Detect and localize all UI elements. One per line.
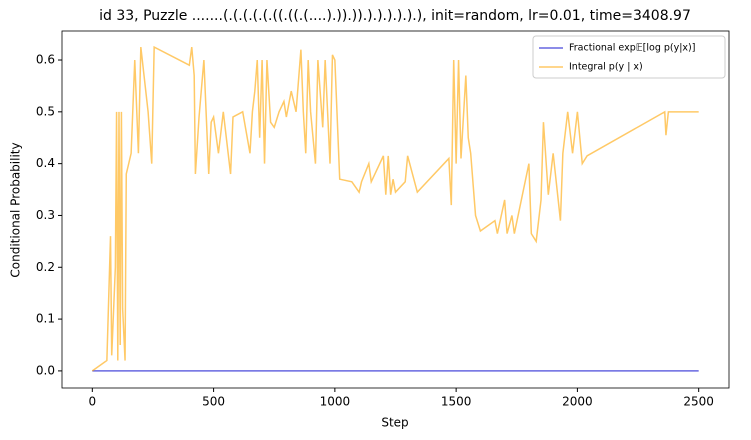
y-tick-label: 0.1 xyxy=(36,312,55,326)
x-tick-label: 1500 xyxy=(441,395,472,409)
y-tick-label: 0.3 xyxy=(36,208,55,222)
x-tick-label: 500 xyxy=(202,395,225,409)
series-line xyxy=(91,45,699,372)
legend: Fractional exp𝔼[log p(y|x)] Integral p(y … xyxy=(532,35,726,79)
legend-label: Integral p(y | x) xyxy=(569,62,643,73)
x-axis-label: Step xyxy=(381,416,408,430)
y-tick-label: 0.2 xyxy=(36,260,55,274)
chart-title: id 33, Puzzle .......(.(.(.(.(.((.((.(..… xyxy=(99,8,691,24)
y-axis-label: Conditional Probability xyxy=(9,142,23,277)
y-tick-label: 0.5 xyxy=(36,104,55,118)
plot-frame xyxy=(61,30,730,389)
x-tick-label: 2500 xyxy=(683,395,714,409)
legend-box xyxy=(532,35,726,79)
x-tick-label: 1000 xyxy=(320,395,351,409)
x-tick-label: 0 xyxy=(88,395,96,409)
y-tick-label: 0.4 xyxy=(36,156,55,170)
y-tick-label: 0.0 xyxy=(36,363,55,377)
y-tick-label: 0.6 xyxy=(36,53,55,67)
legend-label: Fractional exp𝔼[log p(y|x)] xyxy=(569,43,695,54)
x-tick-label: 2000 xyxy=(562,395,593,409)
